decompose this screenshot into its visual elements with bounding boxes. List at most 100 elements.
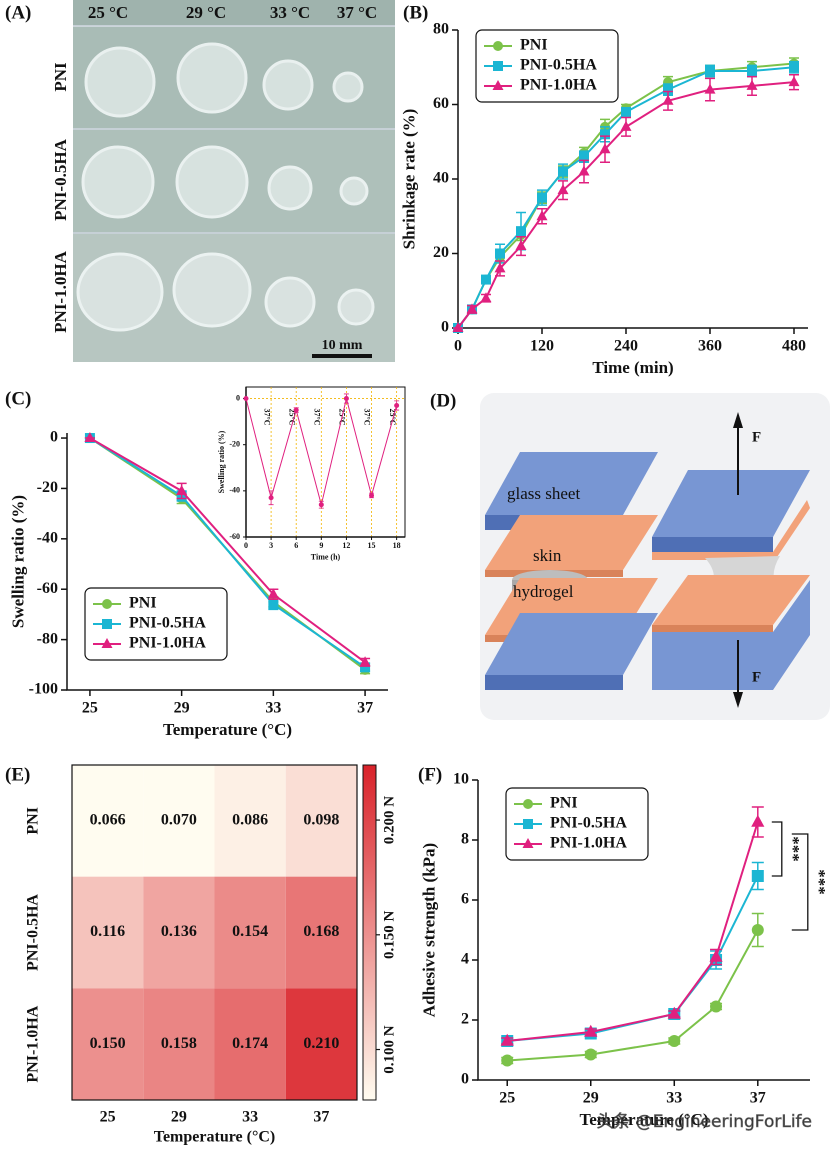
marker <box>537 192 547 203</box>
legend-label: PNI <box>520 37 548 54</box>
y-tick-label: -60 <box>229 532 240 541</box>
column-label: 29 °C <box>186 3 226 22</box>
marker <box>500 1033 514 1046</box>
x-tick-label: 29 <box>174 699 190 716</box>
legend-label: PNI <box>550 795 578 812</box>
marker <box>579 151 589 162</box>
marker <box>621 106 631 117</box>
marker <box>746 79 758 90</box>
legend-label: PNI-1.0HA <box>550 835 627 852</box>
hydrogel-discs <box>76 42 375 332</box>
cell-label: 0.150 <box>90 1035 126 1052</box>
column-label: 37 °C <box>337 3 377 22</box>
marker <box>788 76 800 87</box>
heat-cell <box>72 876 144 989</box>
photo-column-labels: 25 °C 29 °C 33 °C 37 °C <box>88 3 377 22</box>
glass-plate <box>485 613 658 675</box>
glass-plate <box>652 580 810 690</box>
diagram-label: hydrogel <box>513 582 574 601</box>
skin-layer <box>485 515 658 570</box>
marker <box>267 588 279 599</box>
marker <box>751 924 764 936</box>
cell-label: 0.174 <box>232 1035 268 1052</box>
heat-cell <box>72 988 144 1100</box>
cell-label: 0.154 <box>232 923 268 940</box>
x-tick-label: 18 <box>393 541 401 550</box>
x-tick-label: 29 <box>583 1089 599 1106</box>
x-tick-label: 15 <box>368 541 376 550</box>
glass-plate-side <box>652 537 773 552</box>
colorbar <box>362 764 377 1101</box>
legend-label: PNI <box>129 595 157 612</box>
y-tick-label: 2 <box>461 1011 469 1028</box>
x-tick-label: 25 <box>499 1089 515 1106</box>
x-tick-label: 0 <box>244 541 248 550</box>
marker <box>360 662 371 673</box>
series-line <box>457 62 795 329</box>
series-line <box>89 437 366 669</box>
marker <box>492 80 504 90</box>
marker <box>516 226 526 237</box>
force-label: F <box>752 669 761 685</box>
panel-label: (D) <box>430 390 456 411</box>
marker <box>667 1006 681 1019</box>
row-label: PNI-1.0HA <box>25 1005 42 1082</box>
marker <box>493 41 503 51</box>
y-tick-label: 20 <box>433 244 449 261</box>
y-axis-label: Adhesive strength (kPa) <box>419 843 438 1017</box>
marker <box>584 1024 598 1037</box>
x-tick-label: 6 <box>294 541 298 550</box>
marker <box>176 484 188 495</box>
x-tick-label: 33 <box>265 699 281 716</box>
cell-label: 0.098 <box>303 812 339 829</box>
marker <box>394 402 400 408</box>
y-tick-label: 40 <box>433 170 449 187</box>
diagram: F F glass sheet skin hydrogel <box>485 412 810 708</box>
cell-label: 0.158 <box>161 1035 197 1052</box>
marker <box>369 492 375 498</box>
y-tick-label: -100 <box>29 681 58 698</box>
y-tick-label: 0 <box>50 429 58 446</box>
marker <box>709 949 723 962</box>
marker <box>268 495 274 501</box>
phase-label: 37°C <box>312 409 321 426</box>
panel-label: (F) <box>418 764 442 785</box>
colorbar-tick-label: 0.200 N <box>381 796 397 845</box>
skin-layer <box>652 575 810 625</box>
marker <box>481 274 491 285</box>
marker <box>747 65 757 76</box>
marker <box>494 262 506 273</box>
marker <box>522 838 534 848</box>
diagram-label: skin <box>533 546 562 565</box>
x-axis-label: Time (h) <box>311 552 341 561</box>
x-tick-label: 25 <box>82 699 98 716</box>
x-axis-label: Temperature (°C) <box>163 720 292 739</box>
y-tick-label: -40 <box>37 529 58 546</box>
y-tick-label: -20 <box>37 479 58 496</box>
marker <box>293 407 299 413</box>
x-tick-label: 33 <box>242 1109 258 1126</box>
x-tick-label: 240 <box>614 337 638 354</box>
panel-label: (E) <box>5 764 30 785</box>
series-line <box>457 81 795 329</box>
marker <box>789 62 799 73</box>
x-axis-label: Time (min) <box>592 358 673 377</box>
phase-label: 37°C <box>262 409 271 426</box>
legend-box <box>475 29 619 103</box>
marker <box>710 1000 723 1013</box>
force-arrow-head <box>733 692 743 708</box>
marker <box>751 870 764 882</box>
force-arrow-head <box>733 412 743 428</box>
marker <box>536 210 548 221</box>
legend-label: PNI-0.5HA <box>520 57 597 74</box>
marker <box>620 120 632 131</box>
watermark: 头条 @EngineeringForLife <box>596 1112 812 1132</box>
y-tick-label: -60 <box>37 580 58 597</box>
marker <box>578 165 590 176</box>
column-label: 25 °C <box>88 3 128 22</box>
x-axis-label: Temperature (°C) <box>579 1110 708 1129</box>
y-tick-label: -80 <box>37 630 58 647</box>
significance-label: *** <box>810 869 829 895</box>
marker <box>501 1054 514 1067</box>
x-tick-label: 3 <box>269 541 273 550</box>
